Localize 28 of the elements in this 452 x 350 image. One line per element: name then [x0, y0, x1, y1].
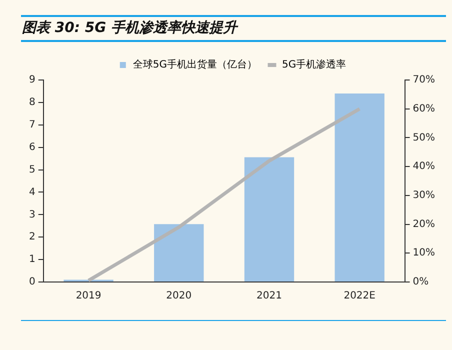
legend-label: 全球5G手机出货量（亿台） — [132, 58, 258, 71]
x-tick-label: 2019 — [76, 290, 102, 302]
y-tick-label: 3 — [28, 209, 36, 220]
x-tick-label: 2020 — [166, 290, 192, 302]
y-tick-label: 6 — [28, 142, 36, 153]
y-tick-label: 7 — [28, 119, 36, 130]
y2-tick-label: 60% — [412, 103, 436, 114]
y2-tick-label: 50% — [412, 132, 436, 144]
bar — [154, 224, 204, 282]
y-tick-label: 4 — [28, 186, 36, 198]
y2-tick-label: 20% — [412, 218, 436, 230]
bar — [244, 157, 294, 282]
y2-tick-label: 10% — [412, 248, 436, 259]
legend-label: 5G手机渗透率 — [282, 58, 346, 71]
y-tick-label: 9 — [28, 74, 36, 86]
bar — [334, 93, 384, 282]
chart-title: 图表 30: 5G 手机渗透率快速提升 — [22, 19, 237, 37]
y-tick-label: 1 — [28, 254, 36, 266]
y2-tick-label: 30% — [412, 190, 436, 202]
x-tick-label: 2021 — [256, 290, 282, 302]
y2-tick-label: 70% — [412, 74, 436, 86]
y-tick-label: 0 — [28, 276, 36, 288]
y-tick-label: 8 — [28, 97, 36, 108]
x-tick-label: 2022E — [344, 290, 376, 302]
y-tick-label: 2 — [28, 232, 36, 243]
y2-tick-label: 40% — [412, 161, 436, 172]
y2-tick-label: 0% — [412, 276, 429, 288]
y-tick-label: 5 — [28, 164, 36, 176]
